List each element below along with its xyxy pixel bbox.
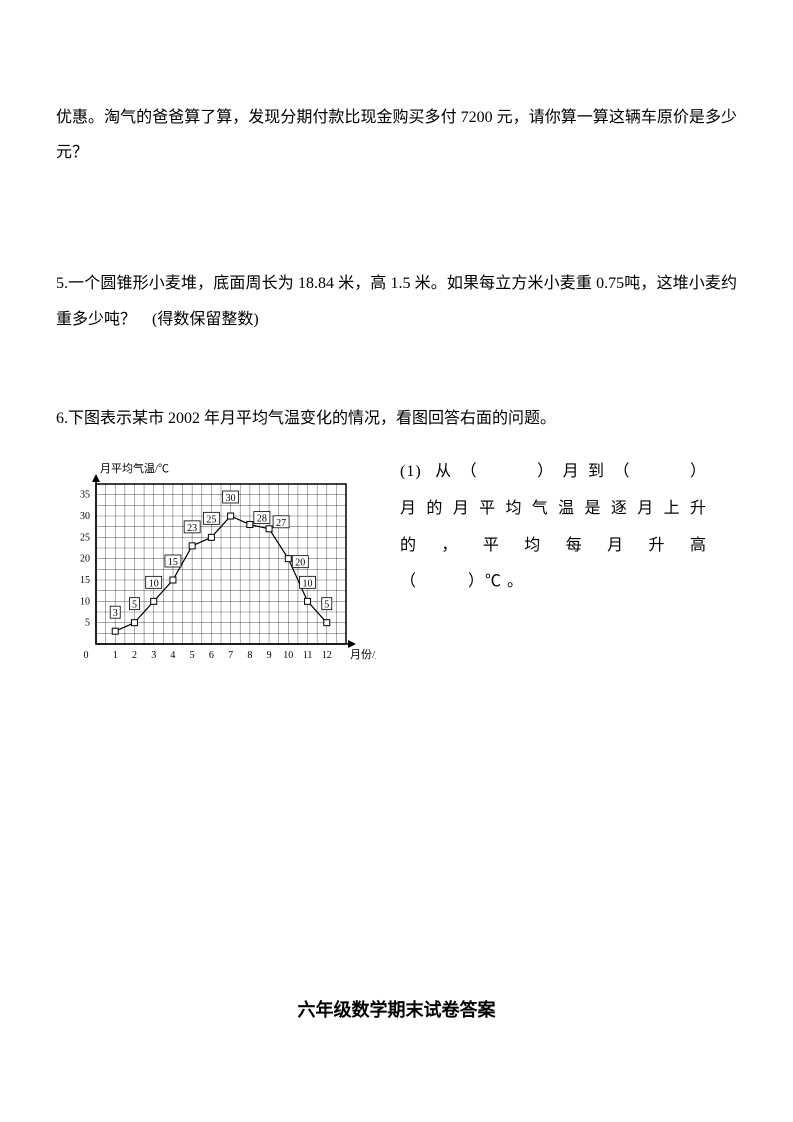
svg-text:8: 8: [247, 650, 252, 661]
svg-text:5: 5: [132, 600, 137, 611]
svg-text:2: 2: [132, 650, 137, 661]
svg-text:3: 3: [151, 650, 156, 661]
svg-text:11: 11: [303, 650, 313, 661]
svg-text:月平均气温/℃: 月平均气温/℃: [100, 461, 169, 475]
svg-text:月份/月: 月份/月: [350, 648, 376, 661]
q6-intro-text: 6.下图表示某市 2002 年月平均气温变化的情况，看图回答右面的问题。: [56, 401, 737, 436]
svg-text:0: 0: [84, 650, 89, 661]
svg-text:20: 20: [80, 554, 90, 565]
svg-text:10: 10: [283, 650, 293, 661]
temperature-chart: 月平均气温/℃51015202530350123456789101112月份/月…: [56, 454, 376, 679]
svg-text:15: 15: [80, 575, 90, 586]
svg-text:27: 27: [276, 518, 286, 529]
svg-text:12: 12: [322, 650, 332, 661]
svg-text:15: 15: [168, 557, 178, 568]
q6-sub-line3: 的 ， 平 均 每 月 升 高: [400, 528, 707, 565]
svg-text:25: 25: [80, 532, 90, 543]
svg-text:5: 5: [85, 618, 90, 629]
svg-text:10: 10: [303, 578, 313, 589]
svg-text:5: 5: [324, 600, 329, 611]
svg-text:5: 5: [190, 650, 195, 661]
q6-content-row: 月平均气温/℃51015202530350123456789101112月份/月…: [56, 454, 737, 679]
q6-sub-line2: 月的月平均气温是逐月上升: [400, 491, 707, 528]
chart-svg: 月平均气温/℃51015202530350123456789101112月份/月…: [56, 454, 376, 674]
svg-text:9: 9: [267, 650, 272, 661]
svg-text:4: 4: [170, 650, 175, 661]
svg-text:28: 28: [257, 513, 267, 524]
svg-text:7: 7: [228, 650, 233, 661]
svg-text:1: 1: [113, 650, 118, 661]
svg-text:20: 20: [295, 558, 305, 569]
q6-sub-line1: (1) 从（ ）月到（ ）: [400, 454, 707, 491]
svg-text:6: 6: [209, 650, 214, 661]
svg-text:23: 23: [187, 523, 197, 534]
q5-text: 5.一个圆锥形小麦堆，底面周长为 18.84 米，高 1.5 米。如果每立方米小…: [56, 266, 737, 336]
svg-text:3: 3: [113, 608, 118, 619]
svg-text:10: 10: [149, 578, 159, 589]
q4-tail-text: 优惠。淘气的爸爸算了算，发现分期付款比现金购买多付 7200 元，请你算一算这辆…: [56, 100, 737, 170]
svg-text:25: 25: [206, 514, 216, 525]
q6-subquestion: (1) 从（ ）月到（ ） 月的月平均气温是逐月上升 的 ， 平 均 每 月 升…: [376, 454, 737, 601]
svg-text:30: 30: [226, 493, 236, 504]
svg-text:35: 35: [80, 490, 90, 501]
q6-sub-line4: （ ）℃ 。: [400, 564, 707, 601]
answer-key-title: 六年级数学期末试卷答案: [0, 996, 793, 1022]
svg-text:30: 30: [80, 511, 90, 522]
svg-text:10: 10: [80, 596, 90, 607]
